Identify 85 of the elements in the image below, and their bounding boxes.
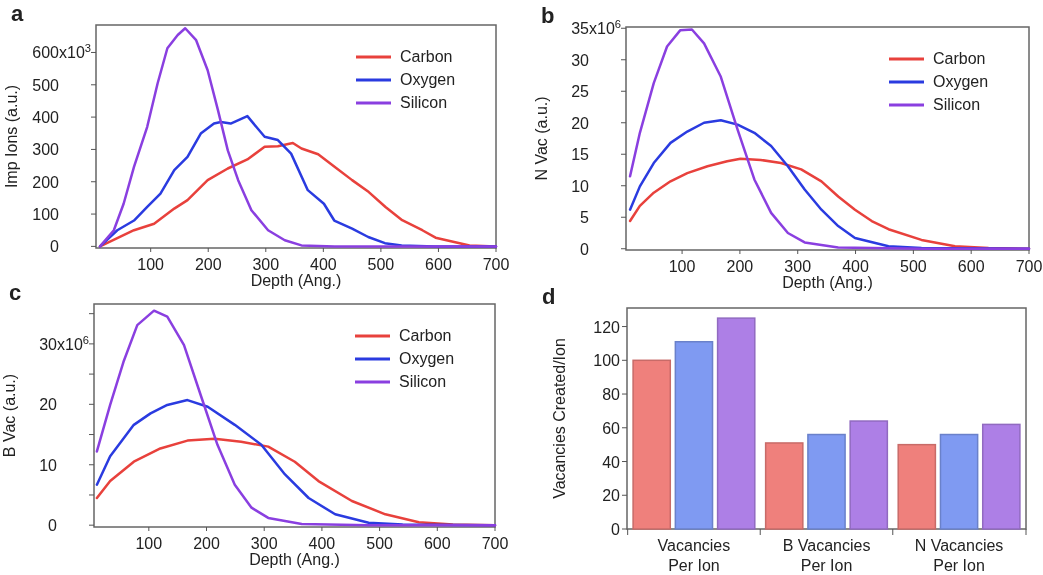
text: x10$^{6}$ <box>589 18 622 38</box>
legend-label: Carbon <box>399 327 452 344</box>
legend-label: Silicon <box>400 94 448 111</box>
y-tick-label: 20 <box>602 487 621 505</box>
x-axis-title: Depth (Ang.) <box>249 551 340 568</box>
y-tick-label: 10 <box>571 177 590 195</box>
y-tick-label: 100 <box>593 352 621 370</box>
y-tick-label: 0 <box>50 238 60 256</box>
bar <box>807 433 846 530</box>
legend-label: Oxygen <box>933 73 989 90</box>
y-tick-label: 80 <box>602 386 621 404</box>
y-tick-label: 10 <box>39 456 58 474</box>
legend-label: Silicon <box>933 96 981 113</box>
chart-title: b <box>541 3 555 28</box>
y-tick-label: 60 <box>602 419 621 437</box>
y-tick-label: 300 <box>32 141 60 159</box>
legend-label: Silicon <box>399 373 447 390</box>
y-tick-label: 0 <box>48 517 58 535</box>
legend-label: Oxygen <box>399 350 455 367</box>
chart-title: a <box>11 1 24 26</box>
legend-label: Oxygen <box>400 71 456 88</box>
y-axis-title: Imp Ions (a.u.) <box>3 84 20 189</box>
y-tick-label: 600 <box>32 44 60 62</box>
bar <box>632 359 672 530</box>
x-axis-title: Depth (Ang.) <box>250 272 342 289</box>
bar <box>939 433 979 530</box>
y-tick-label: 30 <box>39 335 58 353</box>
y-tick-label: 0 <box>580 240 590 258</box>
x-tick-label: 700 <box>482 256 510 273</box>
chart-title: d <box>542 284 556 309</box>
x-tick-label: 200 <box>193 535 220 552</box>
y-tick-label: 120 <box>593 318 621 336</box>
x-tick-label: 300 <box>250 535 278 552</box>
bar <box>897 443 937 530</box>
legend-label: Carbon <box>400 48 453 65</box>
x-tick-label: 200 <box>726 258 754 275</box>
y-tick-label: 5 <box>580 209 590 227</box>
x-tick-label: 100 <box>137 256 165 273</box>
x-tick-label: 600 <box>957 258 985 275</box>
y-axis-title: B Vac (a.u.) <box>1 373 18 458</box>
chart-title: c <box>9 280 22 305</box>
x-tick-label: 400 <box>309 256 337 273</box>
x-tick-label: 700 <box>1015 258 1043 275</box>
x-tick-label: 500 <box>367 256 395 273</box>
text: x10$^{6}$ <box>57 333 90 353</box>
bar <box>981 423 1021 530</box>
x-tick-label: 300 <box>252 256 280 273</box>
x-tick-label: 500 <box>900 258 927 275</box>
bar <box>674 340 714 530</box>
x-tick-label: 700 <box>481 535 509 552</box>
line-series <box>628 28 1031 250</box>
y-tick-label: 30 <box>571 51 590 69</box>
y-tick-label: 500 <box>32 76 60 94</box>
y-tick-label: 20 <box>39 396 58 414</box>
line-series <box>95 309 497 527</box>
y-tick-label: 20 <box>571 114 590 132</box>
text: x10$^{3}$ <box>59 42 92 62</box>
y-tick-label: 25 <box>571 83 590 101</box>
x-tick-label: 300 <box>784 258 812 275</box>
legend-label: Carbon <box>933 50 986 67</box>
bar <box>764 442 804 530</box>
x-tick-label: N Vacancies Per Ion <box>914 537 1004 574</box>
x-tick-label: Vacancies Per Ion <box>657 537 731 574</box>
y-tick-label: 40 <box>602 453 621 471</box>
x-tick-label: 500 <box>366 535 394 552</box>
line-series <box>98 26 498 248</box>
y-tick-label: 0 <box>611 521 621 538</box>
x-axis-title: Depth (Ang.) <box>782 274 873 291</box>
y-tick-label: 35 <box>571 20 590 38</box>
x-tick-label: 100 <box>668 258 696 275</box>
x-tick-label: 100 <box>135 535 163 552</box>
x-tick-label: 400 <box>842 258 869 275</box>
x-tick-label: 400 <box>308 535 336 552</box>
y-tick-label: 400 <box>32 109 60 127</box>
bar <box>716 317 756 530</box>
bar <box>849 420 889 530</box>
x-tick-label: 200 <box>194 256 222 273</box>
y-tick-label: 15 <box>571 146 590 164</box>
y-tick-label: 200 <box>32 173 60 191</box>
y-axis-title: Vacancies Created/Ion <box>551 338 568 499</box>
x-tick-label: 600 <box>425 256 452 273</box>
y-axis-title: N Vac (a.u.) <box>533 96 550 181</box>
y-tick-label: 100 <box>32 206 60 224</box>
x-tick-label: 600 <box>423 535 451 552</box>
x-tick-label: B Vacancies Per Ion <box>782 537 871 574</box>
